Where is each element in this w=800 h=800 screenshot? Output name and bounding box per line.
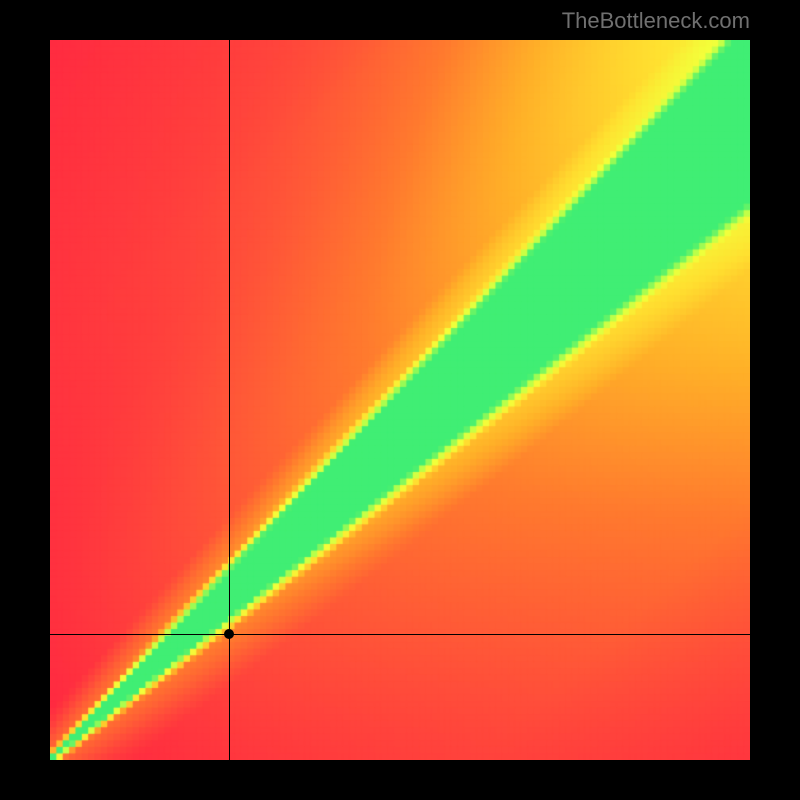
root-container: TheBottleneck.com — [0, 0, 800, 800]
plot-area — [50, 40, 750, 760]
crosshair-horizontal — [50, 634, 750, 635]
data-point-marker — [224, 629, 234, 639]
watermark-text: TheBottleneck.com — [562, 8, 750, 34]
heatmap-canvas — [50, 40, 750, 760]
crosshair-vertical — [229, 40, 230, 760]
